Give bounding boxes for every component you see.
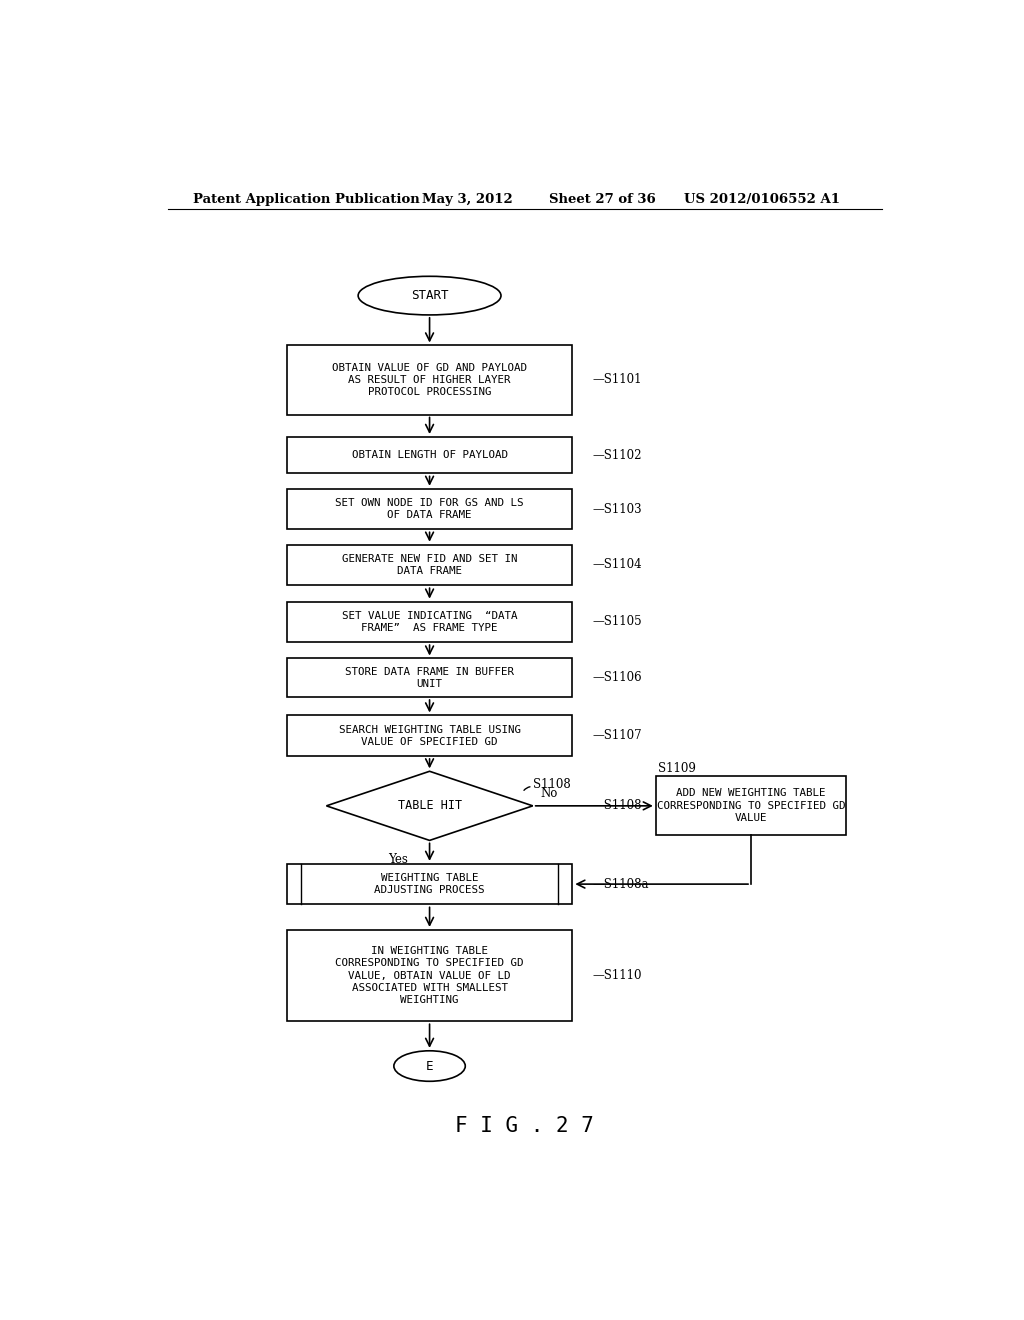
Text: —S1110: —S1110 [592,969,642,982]
Text: No: No [541,787,558,800]
Text: E: E [426,1060,433,1073]
Text: S1109: S1109 [658,762,696,775]
Text: SEARCH WEIGHTING TABLE USING
VALUE OF SPECIFIED GD: SEARCH WEIGHTING TABLE USING VALUE OF SP… [339,725,520,747]
Text: GENERATE NEW FID AND SET IN
DATA FRAME: GENERATE NEW FID AND SET IN DATA FRAME [342,554,517,576]
FancyBboxPatch shape [287,488,572,529]
Text: OBTAIN VALUE OF GD AND PAYLOAD
AS RESULT OF HIGHER LAYER
PROTOCOL PROCESSING: OBTAIN VALUE OF GD AND PAYLOAD AS RESULT… [332,363,527,397]
Ellipse shape [394,1051,465,1081]
Text: OBTAIN LENGTH OF PAYLOAD: OBTAIN LENGTH OF PAYLOAD [351,450,508,461]
Text: ADD NEW WEIGHTING TABLE
CORRESPONDING TO SPECIFIED GD
VALUE: ADD NEW WEIGHTING TABLE CORRESPONDING TO… [656,788,845,824]
Text: —S1104: —S1104 [592,558,642,572]
Text: TABLE HIT: TABLE HIT [397,800,462,812]
FancyBboxPatch shape [287,659,572,697]
Text: Yes: Yes [388,853,408,866]
Text: START: START [411,289,449,302]
Ellipse shape [358,276,501,315]
Text: S1108: S1108 [532,777,570,791]
Text: —S1105: —S1105 [592,615,642,628]
FancyBboxPatch shape [287,437,572,474]
Text: SET OWN NODE ID FOR GS AND LS
OF DATA FRAME: SET OWN NODE ID FOR GS AND LS OF DATA FR… [335,498,524,520]
Text: Patent Application Publication: Patent Application Publication [194,193,420,206]
Text: May 3, 2012: May 3, 2012 [422,193,512,206]
Polygon shape [327,771,532,841]
FancyBboxPatch shape [287,602,572,643]
FancyBboxPatch shape [655,776,846,836]
Text: F I G . 2 7: F I G . 2 7 [456,1115,594,1137]
Text: IN WEIGHTING TABLE
CORRESPONDING TO SPECIFIED GD
VALUE, OBTAIN VALUE OF LD
ASSOC: IN WEIGHTING TABLE CORRESPONDING TO SPEC… [335,946,524,1006]
Text: —S1107: —S1107 [592,729,642,742]
FancyBboxPatch shape [287,715,572,756]
Bar [287,863,572,904]
FancyBboxPatch shape [287,545,572,585]
Text: WEIGHTING TABLE
ADJUSTING PROCESS: WEIGHTING TABLE ADJUSTING PROCESS [375,873,484,895]
FancyBboxPatch shape [287,929,572,1022]
Text: —S1106: —S1106 [592,672,642,684]
Text: Sheet 27 of 36: Sheet 27 of 36 [549,193,655,206]
Text: —S1103: —S1103 [592,503,642,516]
Text: —S1108: —S1108 [592,800,642,812]
FancyBboxPatch shape [287,346,572,414]
Text: —S1102: —S1102 [592,449,642,462]
Text: STORE DATA FRAME IN BUFFER
UNIT: STORE DATA FRAME IN BUFFER UNIT [345,667,514,689]
Text: —S1101: —S1101 [592,374,642,387]
Text: SET VALUE INDICATING  “DATA
FRAME”  AS FRAME TYPE: SET VALUE INDICATING “DATA FRAME” AS FRA… [342,611,517,634]
Text: —S1108a: —S1108a [592,878,649,891]
Text: US 2012/0106552 A1: US 2012/0106552 A1 [684,193,840,206]
